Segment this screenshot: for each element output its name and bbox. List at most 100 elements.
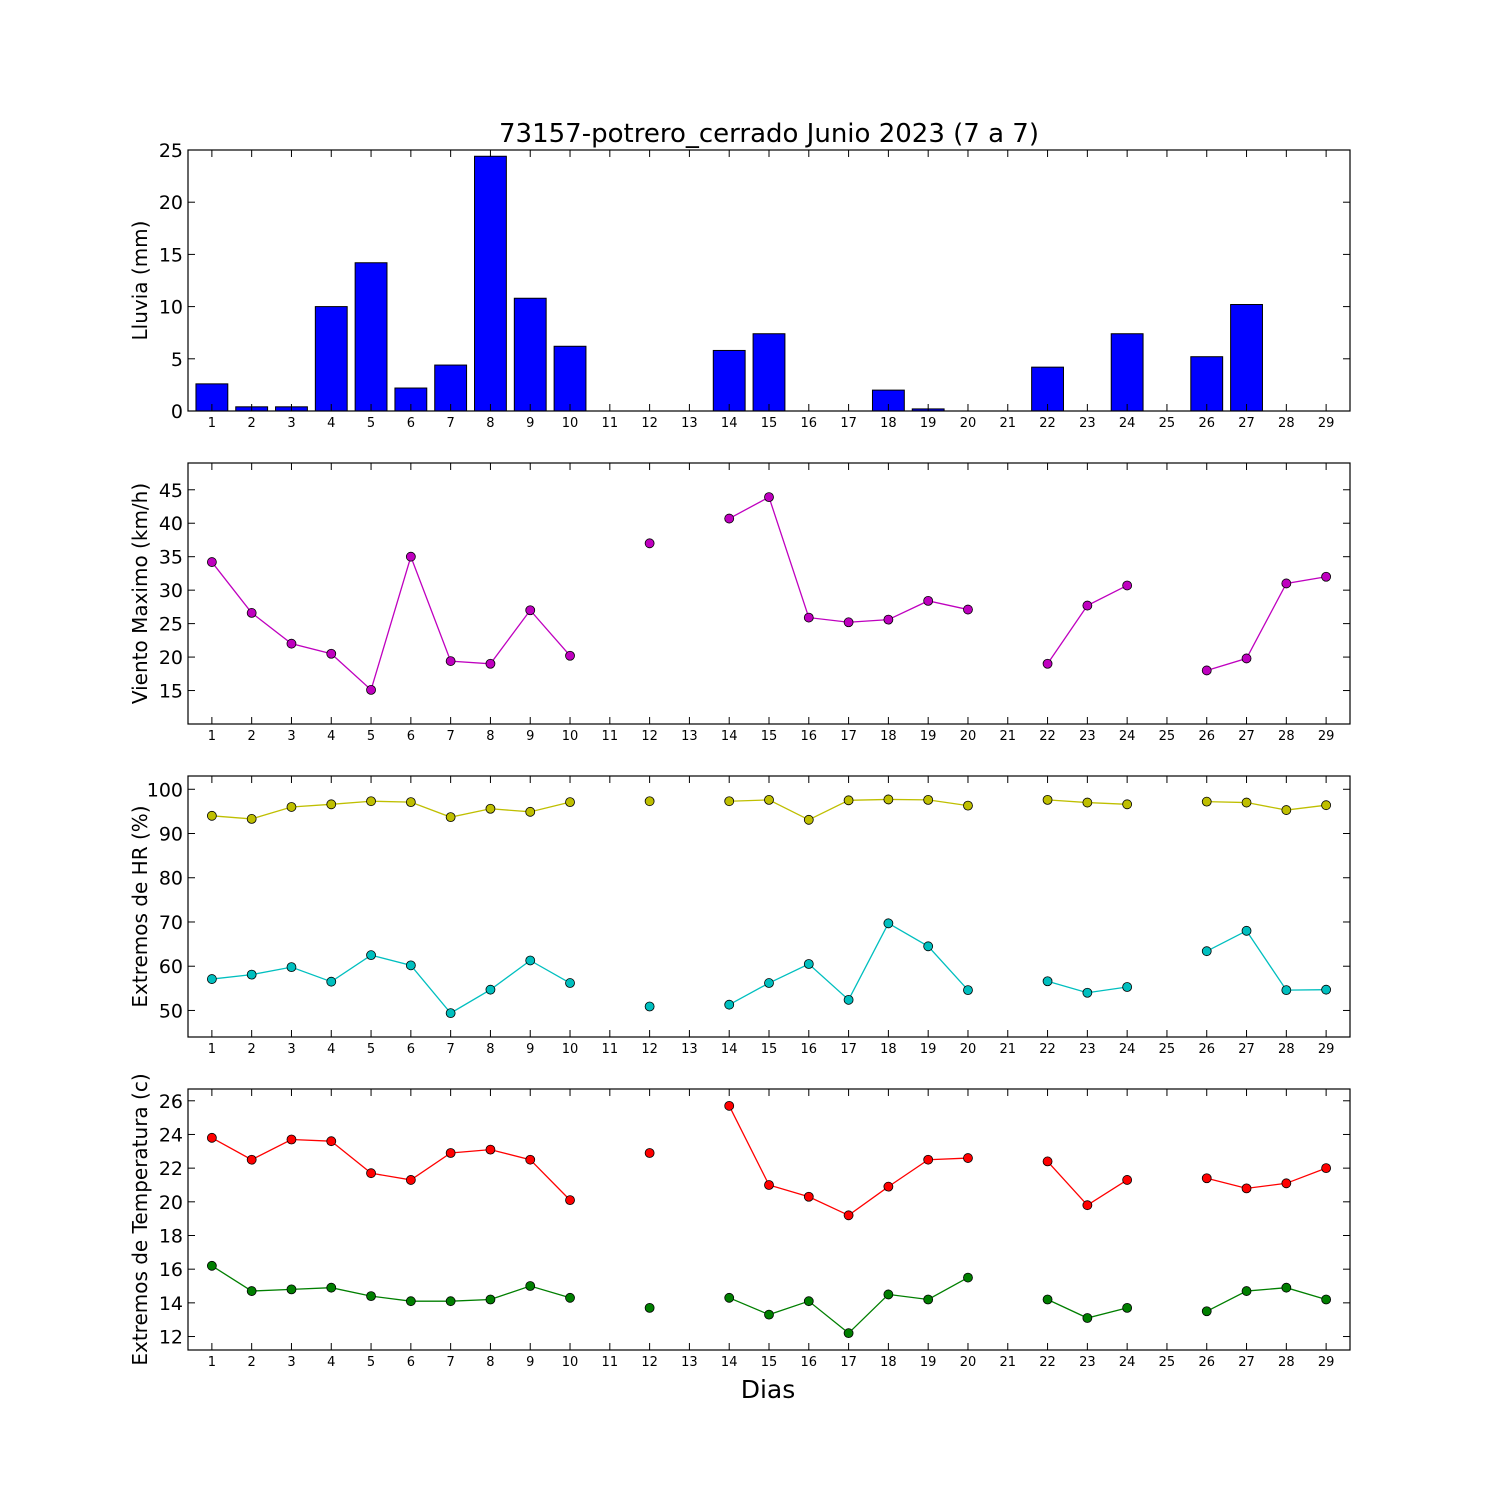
xtick-label: 4 — [327, 1042, 335, 1057]
xtick-label: 16 — [801, 1355, 818, 1370]
series-2-point-day-12 — [644, 1303, 655, 1313]
xtick-label: 3 — [287, 1355, 295, 1370]
xtick-label: 12 — [641, 1042, 658, 1057]
series-1-point-day-16 — [803, 1191, 814, 1202]
bar-day-27 — [1230, 304, 1263, 412]
series-1-point-day-1 — [206, 1132, 217, 1143]
series-1-point-day-29 — [1321, 571, 1332, 582]
ytick-label: 16 — [159, 1259, 183, 1281]
series-1-point-day-28 — [1281, 805, 1292, 815]
y-axis-label: Extremos de Temperatura (c) — [128, 1073, 152, 1365]
series-1-line-segment-1 — [211, 554, 571, 692]
xtick-label: 5 — [367, 1042, 375, 1057]
series-2-point-day-15 — [764, 1309, 774, 1320]
xtick-label: 14 — [721, 416, 738, 431]
xtick-label: 11 — [602, 729, 619, 744]
xtick-label: 5 — [367, 416, 375, 431]
series-2-line-segment-1 — [211, 954, 571, 1014]
ytick-label: 25 — [159, 614, 183, 636]
xtick-label: 21 — [999, 729, 1016, 744]
xtick-label: 1 — [208, 729, 216, 744]
xtick-label: 28 — [1278, 416, 1295, 431]
xtick-label: 10 — [562, 729, 579, 744]
ytick-label: 20 — [159, 1192, 183, 1214]
xtick-label: 25 — [1159, 1355, 1176, 1370]
series-1-point-day-17 — [843, 617, 854, 628]
series-1-point-day-22 — [1042, 1156, 1053, 1167]
series-2-point-day-18 — [883, 918, 894, 929]
xtick-label: 12 — [641, 729, 658, 744]
xtick-label: 6 — [407, 1042, 415, 1057]
xtick-label: 19 — [920, 416, 937, 431]
series-2-point-day-24 — [1122, 1303, 1133, 1313]
xtick-label: 15 — [761, 1355, 778, 1370]
xtick-label: 2 — [248, 729, 256, 744]
ytick-label: 100 — [147, 779, 183, 801]
xtick-label: 25 — [1159, 729, 1176, 744]
series-1-point-day-16 — [803, 612, 814, 623]
series-1-point-day-14 — [724, 796, 735, 807]
xtick-label: 26 — [1198, 1042, 1215, 1057]
series-1-point-day-20 — [963, 1153, 973, 1163]
ytick-label: 18 — [159, 1225, 183, 1247]
xtick-label: 29 — [1318, 1355, 1335, 1370]
bar-day-15 — [752, 333, 786, 412]
ytick-label: 70 — [159, 912, 183, 934]
series-1-point-day-27 — [1241, 797, 1252, 808]
xtick-label: 15 — [761, 729, 778, 744]
series-1-point-day-6 — [405, 797, 416, 807]
series-1-point-day-26 — [1201, 796, 1212, 807]
xtick-label: 26 — [1198, 1355, 1215, 1370]
series-2-point-day-17 — [843, 1328, 854, 1339]
ytick-label: 30 — [159, 580, 183, 602]
ytick-label: 0 — [171, 401, 183, 423]
xtick-label: 22 — [1039, 1042, 1056, 1057]
bar-day-9 — [513, 297, 547, 412]
series-2-line-segment-1 — [211, 1265, 571, 1302]
series-2-point-day-29 — [1321, 984, 1332, 995]
series-2-point-day-8 — [485, 1294, 496, 1305]
series-2-point-day-18 — [883, 1289, 894, 1300]
ytick-label: 26 — [159, 1091, 183, 1113]
xtick-label: 16 — [801, 729, 818, 744]
xtick-label: 27 — [1238, 1042, 1255, 1057]
series-1-point-day-15 — [764, 1180, 774, 1190]
series-1-point-day-24 — [1122, 580, 1133, 591]
series-2-line-segment-5 — [1206, 929, 1327, 991]
series-1-point-day-20 — [963, 604, 973, 615]
series-1-point-day-18 — [883, 1181, 894, 1192]
series-2-point-day-20 — [963, 1272, 973, 1283]
series-2-point-day-9 — [525, 1281, 536, 1291]
ytick-label: 10 — [159, 297, 183, 319]
xtick-label: 11 — [602, 1355, 619, 1370]
xtick-label: 26 — [1198, 416, 1215, 431]
series-2-point-day-22 — [1042, 976, 1053, 987]
series-2-point-day-26 — [1201, 946, 1212, 957]
series-1-point-day-17 — [843, 795, 854, 806]
ytick-label: 14 — [159, 1293, 183, 1315]
series-2-point-day-5 — [366, 1291, 376, 1302]
xtick-label: 3 — [287, 1042, 295, 1057]
series-1-point-day-16 — [803, 814, 814, 825]
series-1-point-day-4 — [326, 799, 337, 810]
series-2-point-day-26 — [1201, 1306, 1212, 1317]
ytick-label: 22 — [159, 1158, 183, 1180]
series-1-point-day-26 — [1201, 1173, 1212, 1184]
xtick-label: 13 — [681, 416, 698, 431]
bar-day-5 — [354, 262, 388, 412]
series-1-point-day-8 — [485, 803, 496, 814]
xtick-label: 21 — [999, 1042, 1016, 1057]
ytick-label: 15 — [159, 244, 183, 266]
xtick-label: 18 — [880, 416, 897, 431]
xtick-label: 24 — [1119, 1042, 1136, 1057]
ytick-label: 5 — [171, 349, 183, 371]
xtick-label: 18 — [880, 1042, 897, 1057]
xtick-label: 14 — [721, 729, 738, 744]
series-1-point-day-8 — [485, 658, 496, 669]
xtick-label: 3 — [287, 416, 295, 431]
series-2-point-day-7 — [445, 1296, 456, 1307]
